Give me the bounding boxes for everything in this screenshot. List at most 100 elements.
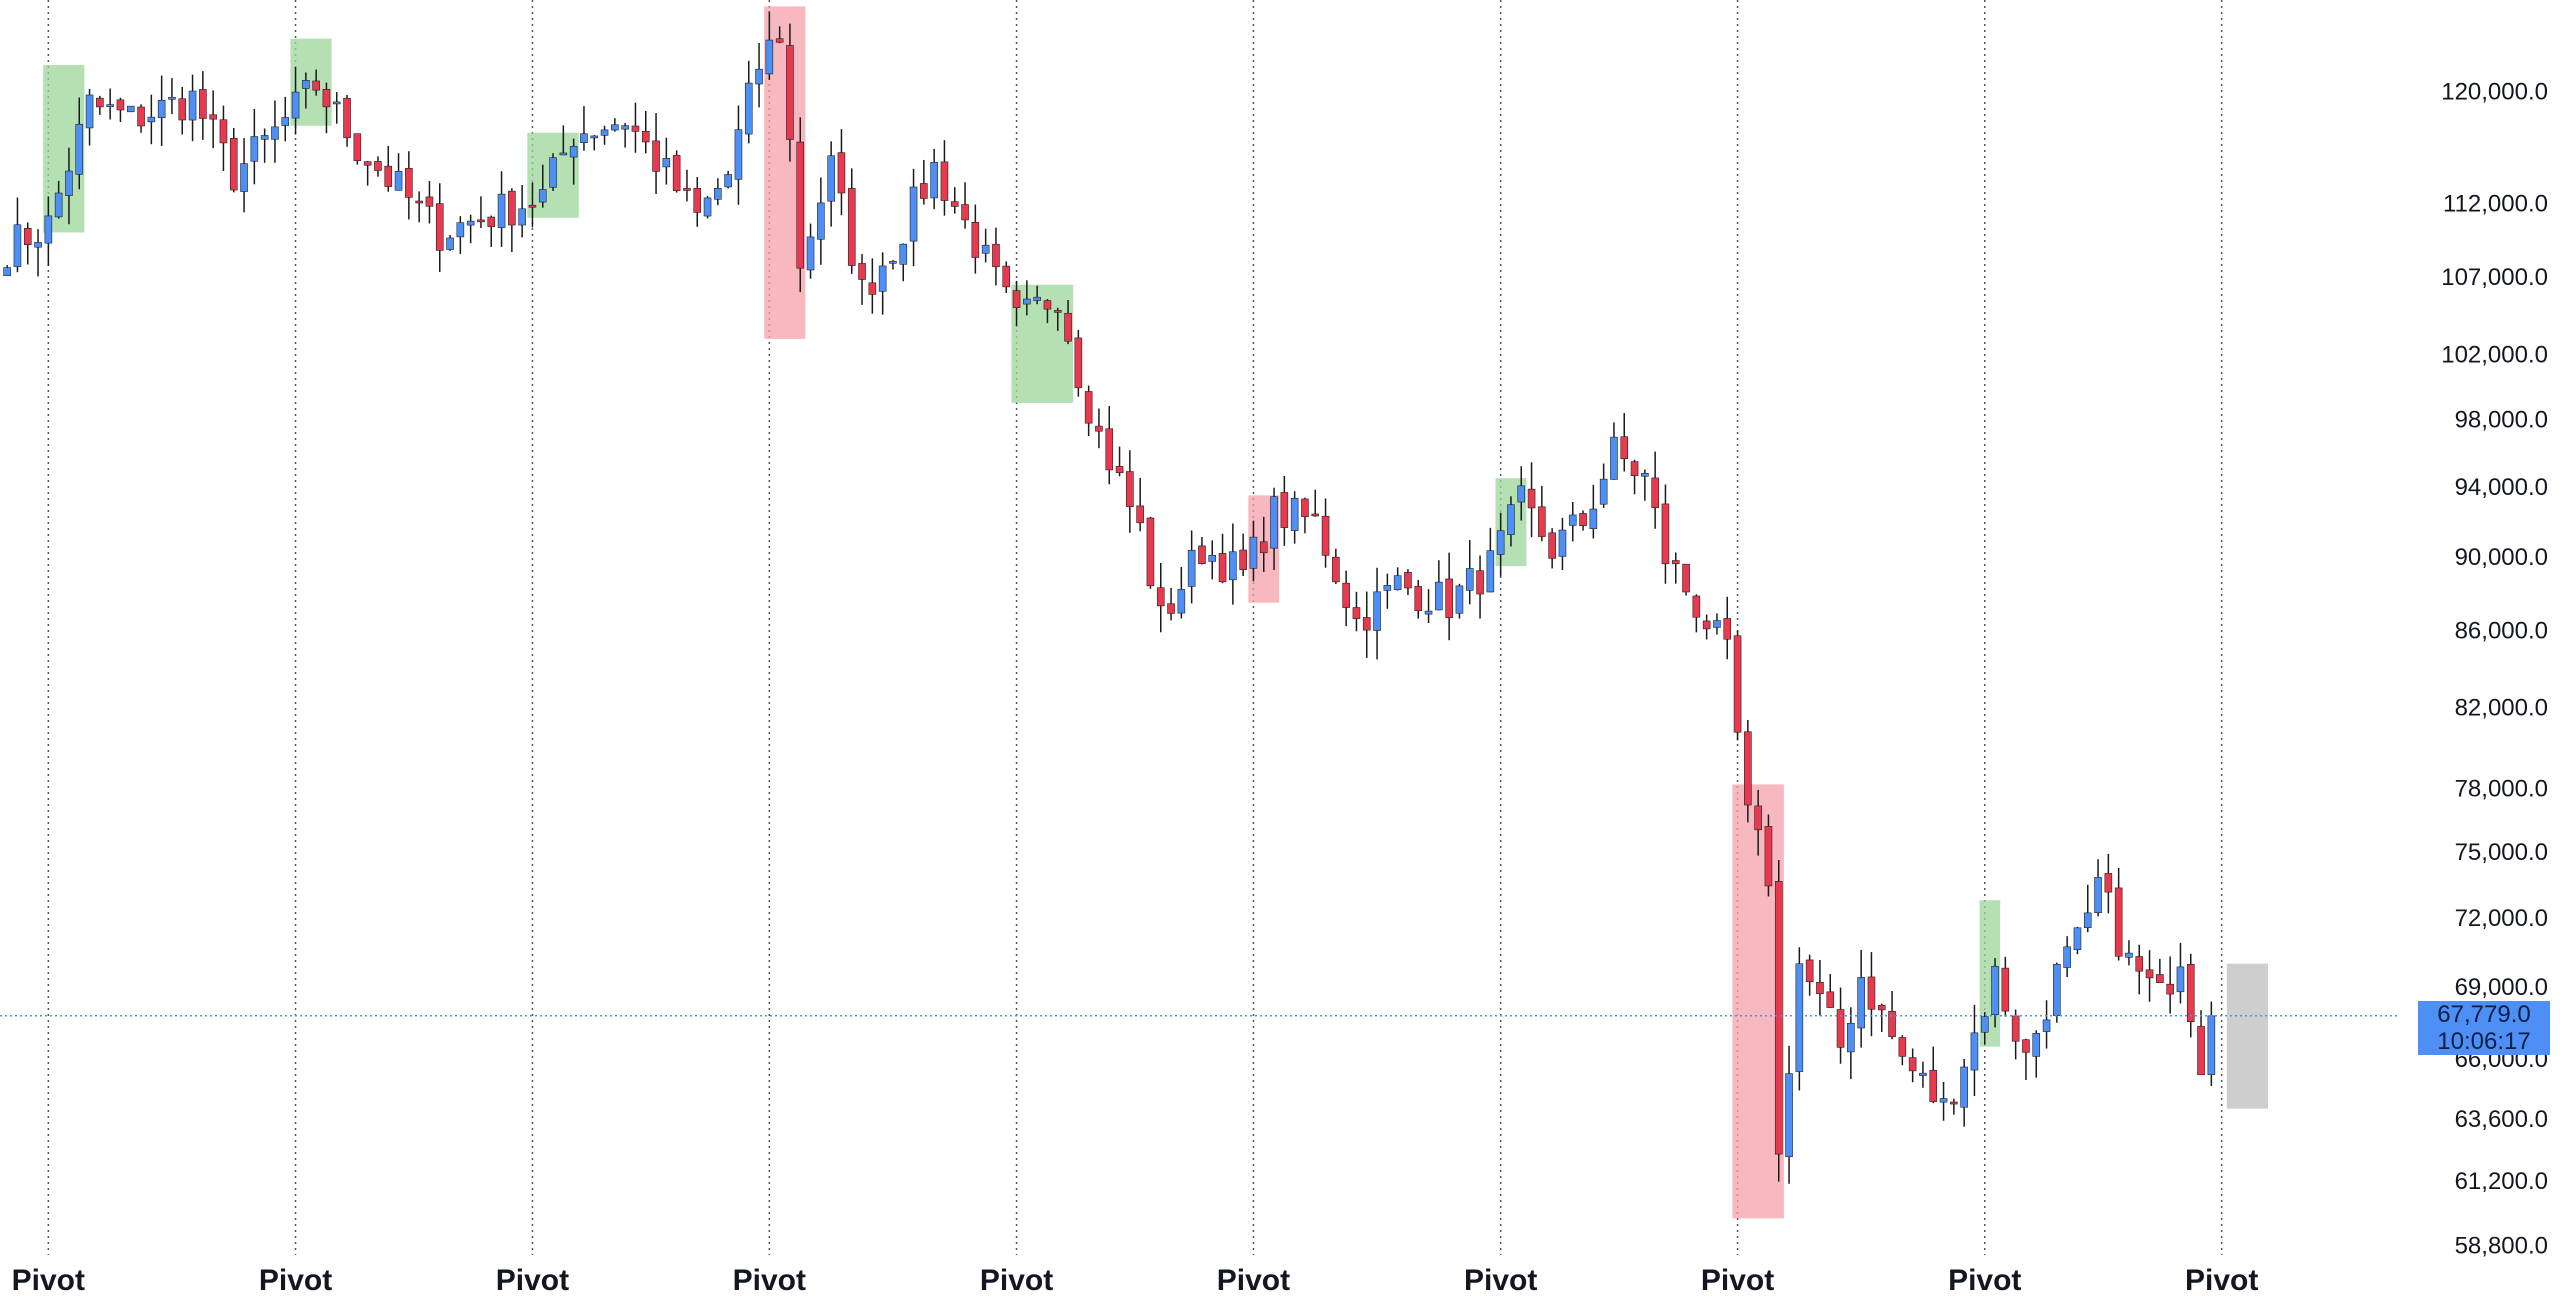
y-axis-tick-label: 112,000.0 <box>2443 190 2548 217</box>
bullish-candle <box>755 68 763 85</box>
bullish-candle <box>1435 581 1443 611</box>
bearish-candle <box>1280 492 1289 528</box>
bearish-candle <box>1630 461 1639 476</box>
bullish-candle <box>930 161 938 199</box>
bullish-candle <box>466 220 475 226</box>
bullish-candle <box>734 129 743 180</box>
bearish-candle <box>1620 436 1629 460</box>
bearish-candle <box>322 89 331 108</box>
bullish-candle <box>1507 504 1515 535</box>
y-axis-tick-label: 69,000.0 <box>2455 974 2548 1001</box>
bullish-candle <box>65 170 73 196</box>
bearish-candle <box>2156 974 2164 983</box>
bullish-candle <box>889 261 897 264</box>
bullish-candle <box>1795 963 1804 1072</box>
bearish-candle <box>1146 517 1155 587</box>
bullish-candle <box>1229 551 1237 581</box>
bullish-candle <box>827 155 835 202</box>
bearish-candle <box>384 165 393 187</box>
bearish-candle <box>858 263 866 280</box>
bullish-candle <box>549 157 557 188</box>
bearish-candle <box>2022 1039 2030 1053</box>
bullish-candle <box>147 116 156 123</box>
bearish-candle <box>2114 887 2123 957</box>
bullish-candle <box>456 222 465 238</box>
bearish-candle <box>672 155 681 191</box>
bearish-candle <box>1414 586 1423 611</box>
bearish-candle <box>116 99 125 111</box>
bearish-candle <box>693 187 702 213</box>
bullish-candle <box>85 94 94 129</box>
bearish-candle <box>374 161 382 171</box>
bullish-candle <box>1496 530 1505 555</box>
bullish-candle <box>240 163 248 192</box>
bullish-candle <box>126 105 135 113</box>
bullish-candle <box>724 174 732 188</box>
bullish-candle <box>332 101 341 105</box>
bullish-candle <box>765 39 774 75</box>
bearish-candle <box>1342 582 1350 608</box>
bearish-candle <box>2197 1026 2205 1076</box>
bearish-candle <box>1352 607 1361 619</box>
bullish-candle <box>1486 550 1495 593</box>
bullish-candle <box>1991 965 1999 1016</box>
bearish-candle <box>2001 967 2010 1012</box>
bearish-candle <box>1754 805 1762 831</box>
bearish-candle <box>425 196 434 207</box>
bearish-candle <box>652 140 660 172</box>
bullish-candle <box>250 136 259 162</box>
bullish-candle <box>75 123 84 175</box>
bearish-candle <box>1126 471 1134 507</box>
y-axis-tick-label: 102,000.0 <box>2441 342 2548 369</box>
y-axis-tick-label: 58,800.0 <box>2455 1233 2548 1260</box>
bullish-candle <box>559 152 568 156</box>
bearish-candle <box>1671 560 1680 565</box>
pivot-label: Pivot <box>12 1264 85 1296</box>
y-axis-tick-label: 78,000.0 <box>2455 776 2548 803</box>
bullish-candle <box>590 135 599 139</box>
bearish-candle <box>528 204 537 208</box>
bullish-candle <box>1465 568 1474 591</box>
current-price-value: 67,779.0 <box>2437 1000 2531 1028</box>
bullish-candle <box>1847 1022 1855 1053</box>
bearish-candle <box>1476 570 1484 595</box>
bullish-candle <box>302 80 310 89</box>
bullish-candle <box>1558 529 1567 557</box>
bearish-candle <box>1702 620 1711 630</box>
bullish-candle <box>1960 1066 1968 1108</box>
bearish-candle <box>2186 964 2195 1022</box>
y-axis-tick-label: 90,000.0 <box>2455 544 2548 571</box>
bullish-candle <box>1568 514 1577 526</box>
bearish-candle <box>961 204 969 221</box>
bearish-candle <box>868 282 877 295</box>
bullish-candle <box>2042 1019 2051 1032</box>
bearish-candle <box>1404 572 1412 589</box>
bullish-candle <box>54 192 63 218</box>
bearish-candle <box>1064 312 1072 342</box>
bearish-candle <box>992 243 1000 268</box>
bullish-candle <box>1970 1032 1979 1071</box>
bullish-candle <box>899 243 908 265</box>
bullish-candle <box>2176 966 2185 993</box>
bearish-candle <box>1908 1057 1917 1072</box>
pivot-label: Pivot <box>733 1264 806 1296</box>
bearish-candle <box>1538 506 1546 537</box>
bearish-candle <box>1805 959 1814 982</box>
bullish-candle <box>1455 585 1464 614</box>
bullish-candle <box>1424 610 1433 615</box>
bearish-candle <box>1043 300 1052 310</box>
bearish-candle <box>23 228 32 246</box>
bullish-candle <box>497 193 506 228</box>
bullish-candle <box>744 82 753 135</box>
bullish-candle <box>34 242 42 248</box>
bullish-candle <box>1857 977 1865 1029</box>
bullish-candle <box>1270 496 1278 549</box>
bullish-candle <box>714 187 722 200</box>
bearish-candle <box>775 38 784 43</box>
bar-countdown: 10:06:17 <box>2437 1027 2531 1055</box>
bearish-candle <box>1877 1004 1886 1011</box>
bullish-candle <box>2125 952 2133 958</box>
bearish-candle <box>1661 503 1670 565</box>
